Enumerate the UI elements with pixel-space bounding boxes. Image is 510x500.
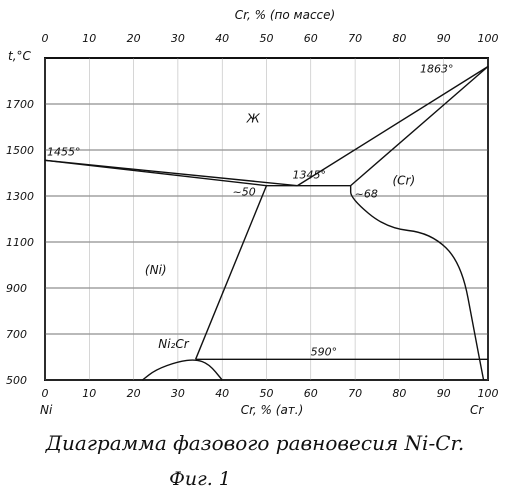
point-label: 1863° — [420, 63, 454, 76]
y-tick-label: 1100 — [6, 236, 34, 249]
y-axis-title: t,°C — [8, 49, 32, 63]
point-label: 1345° — [293, 169, 327, 182]
top-tick-label: 60 — [304, 32, 318, 45]
bottom-tick-label: 30 — [171, 387, 185, 400]
top-tick-label: 10 — [82, 32, 96, 45]
region-label: (Ni) — [145, 263, 167, 277]
bottom-axis-title: Cr, % (ат.) — [241, 403, 304, 417]
bottom-tick-label: 70 — [348, 387, 362, 400]
top-tick-label: 80 — [392, 32, 406, 45]
top-tick-label: 90 — [437, 32, 451, 45]
bottom-tick-label: 20 — [127, 387, 141, 400]
point-label: ~68 — [355, 188, 378, 201]
boundary-solvus-cr — [351, 186, 484, 380]
top-tick-label: 30 — [171, 32, 185, 45]
bottom-tick-label: 80 — [392, 387, 406, 400]
top-axis-title: Cr, % (по массе) — [235, 8, 335, 22]
top-tick-label: 20 — [127, 32, 141, 45]
top-tick-label: 40 — [215, 32, 229, 45]
boundary-solidus-ni — [45, 160, 267, 185]
bottom-tick-label: 40 — [215, 387, 229, 400]
boundary-ni2cr-dome — [142, 360, 222, 380]
top-axis-ticks: 0 10 20 30 40 50 60 70 80 90 100 — [42, 32, 499, 45]
y-tick-label: 1700 — [6, 98, 34, 111]
grid-lines — [45, 58, 488, 380]
y-axis-ticks: 1700 1500 1300 1100 900 700 500 — [6, 98, 34, 387]
bottom-tick-label: 0 — [42, 387, 49, 400]
y-tick-label: 900 — [6, 282, 27, 295]
y-tick-label: 500 — [6, 374, 27, 387]
region-labels: Ж (Cr) (Ni) Ni₂Cr — [145, 111, 415, 350]
region-label: Ni₂Cr — [158, 337, 190, 351]
figure-caption: Диаграмма фазового равновесия Ni-Cr. — [0, 431, 510, 455]
y-tick-label: 700 — [6, 328, 27, 341]
bottom-axis-ticks: 0 10 20 30 40 50 60 70 80 90 100 — [42, 387, 499, 400]
bottom-tick-label: 100 — [478, 387, 499, 400]
boundary-liquidus-cr — [298, 67, 488, 186]
bottom-tick-label: 60 — [304, 387, 318, 400]
boundary-solidus-cr — [351, 67, 488, 186]
point-label: 1455° — [47, 145, 81, 158]
bottom-tick-label: 90 — [437, 387, 451, 400]
phase-diagram: Cr, % (по массе) 0102030405060708090100 … — [0, 0, 510, 430]
point-label: ~50 — [233, 186, 256, 199]
y-tick-label: 1500 — [6, 144, 34, 157]
top-tick-label: 50 — [260, 32, 274, 45]
bottom-axis-left-end-label: Ni — [40, 403, 53, 417]
top-tick-label: 70 — [348, 32, 362, 45]
region-label: Ж — [246, 111, 261, 125]
point-label: 590° — [311, 345, 338, 358]
bottom-tick-label: 10 — [82, 387, 96, 400]
bottom-axis-right-end-label: Cr — [470, 403, 484, 417]
y-tick-label: 1300 — [6, 190, 34, 203]
top-tick-label: 100 — [478, 32, 499, 45]
boundary-solvus-ni — [196, 186, 267, 360]
point-labels: 1863° 1455° 1345° ~50 ~68 590° — [47, 63, 454, 359]
figure-number: Фиг. 1 — [0, 468, 400, 490]
top-tick-label: 0 — [42, 32, 49, 45]
bottom-tick-label: 50 — [260, 387, 274, 400]
region-label: (Cr) — [392, 174, 415, 188]
